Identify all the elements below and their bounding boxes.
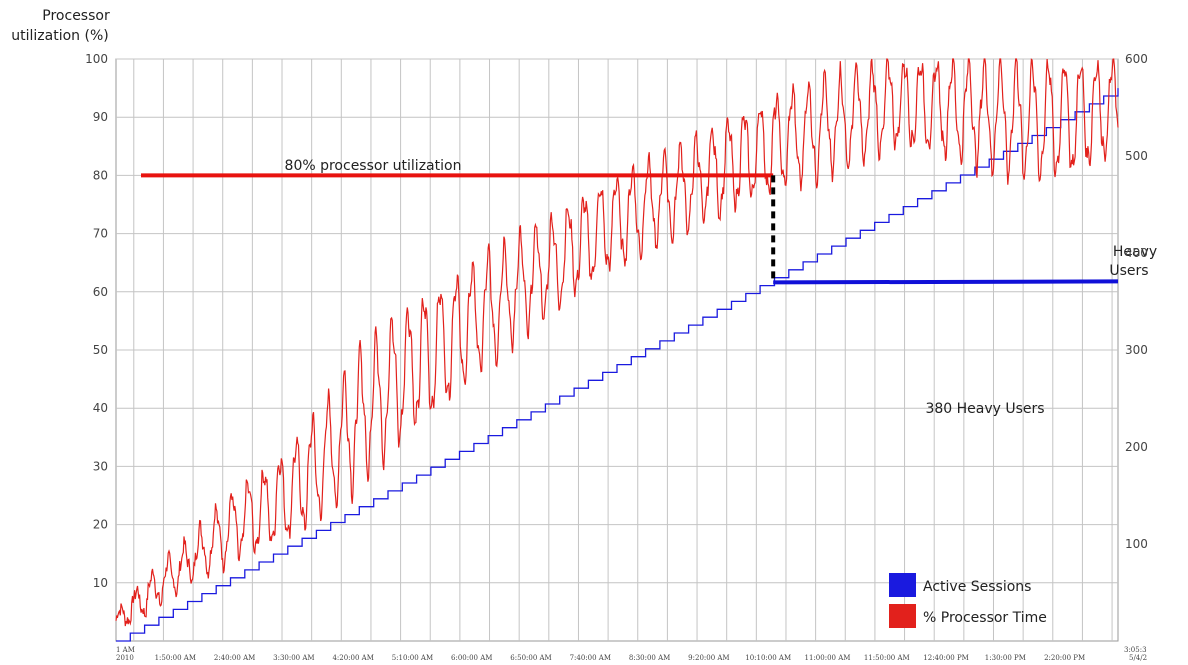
y-left-title-line1: Processor (42, 8, 110, 24)
annotation-80-label: 80% processor utilization (285, 158, 462, 174)
x-tick-labels: 1:50:00 AM 2:40:00 AM 3:30:00 AM 4:20:00 AM… (155, 654, 1086, 662)
x-tick-label: 8:30:00 AM (629, 654, 670, 662)
x-tick-label: 2:20:00 PM (1044, 654, 1085, 662)
y-left-tick-labels: 100 90 80 70 60 50 40 30 20 10 (85, 52, 108, 590)
y-left-tick-label: 60 (93, 285, 108, 299)
y-right-tick-label: 100 (1125, 537, 1148, 551)
x-tick-label: 4:20:00 AM (332, 654, 373, 662)
legend-swatch-processor-time (889, 604, 916, 628)
series-line-processor-time (115, 58, 1119, 627)
series-line-active-sessions (116, 88, 1119, 642)
y-left-tick-label: 50 (93, 343, 108, 357)
legend-swatch-active-sessions (889, 573, 916, 597)
x-tick-label: 1:50:00 AM (155, 654, 196, 662)
x-tick-label: 11:00:00 AM (805, 654, 851, 662)
x-tick-label: 7:40:00 AM (570, 654, 611, 662)
x-tick-label: 12:40:00 PM (923, 654, 969, 662)
x-tick-label: 11:50:00 AM (864, 654, 910, 662)
y-left-tick-label: 10 (93, 576, 108, 590)
y-right-title-line1: Heavy (1113, 244, 1157, 260)
x-start-label-line1: 1 AM (116, 646, 135, 654)
y-right-tick-label: 200 (1125, 440, 1148, 454)
annotation-380-line (773, 279, 1119, 285)
y-left-tick-label: 30 (93, 459, 108, 473)
x-tick-label: 2:40:00 AM (214, 654, 255, 662)
legend-label-active-sessions: Active Sessions (923, 579, 1031, 595)
annotation-380-label: 380 Heavy Users (925, 401, 1044, 417)
y-right-tick-label: 500 (1125, 149, 1148, 163)
gridlines (116, 58, 1118, 641)
y-right-tick-labels: 600 500 400 300 200 100 (1125, 52, 1148, 551)
x-end-label-line2: 5/4/2 (1129, 654, 1147, 662)
y-left-tick-label: 80 (93, 168, 108, 182)
x-tick-label: 6:50:00 AM (510, 654, 551, 662)
legend-label-processor-time: % Processor Time (923, 610, 1047, 626)
x-tick-label: 6:00:00 AM (451, 654, 492, 662)
y-left-tick-label: 90 (93, 110, 108, 124)
y-right-tick-label: 300 (1125, 343, 1148, 357)
x-tick-label: 1:30:00 PM (985, 654, 1026, 662)
x-tick-label: 5:10:00 AM (392, 654, 433, 662)
y-left-title-line2: utilization (%) (11, 28, 108, 44)
y-right-tick-label: 400 (1125, 246, 1148, 260)
x-tick-label: 9:20:00 AM (688, 654, 729, 662)
x-end-label-line1: 3:05:3 (1124, 646, 1147, 654)
y-left-tick-label: 100 (85, 52, 108, 66)
y-left-tick-label: 20 (93, 518, 108, 532)
y-left-tick-label: 40 (93, 401, 108, 415)
y-left-tick-label: 70 (93, 227, 108, 241)
y-right-tick-label: 600 (1125, 52, 1148, 66)
y-right-title-line2: Users (1109, 263, 1148, 279)
x-tick-label: 10:10:00 AM (745, 654, 791, 662)
x-start-label-line2: 2010 (116, 654, 134, 662)
x-tick-label: 3:30:00 AM (273, 654, 314, 662)
